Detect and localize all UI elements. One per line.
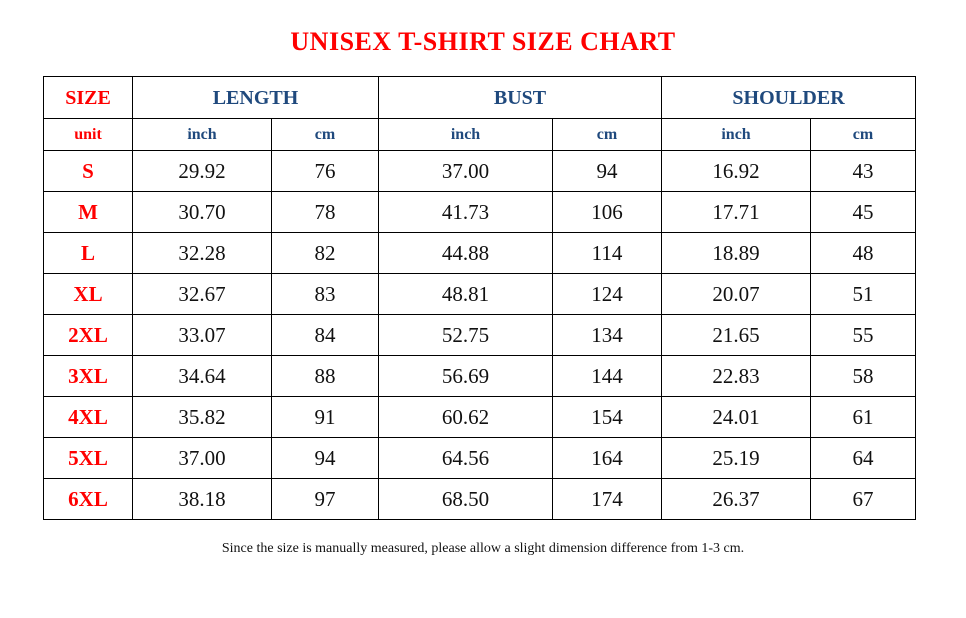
bust-cm-cell: 124 [552,273,663,315]
bust-inch-cell: 60.62 [378,396,554,438]
shoulder-inch-cell: 26.37 [661,478,812,520]
table-row: 3XL 34.64 88 56.69 144 22.83 58 [43,355,917,397]
bust-inch-cell: 64.56 [378,437,554,479]
shoulder-cm-cell: 51 [810,273,917,315]
table-row: 2XL 33.07 84 52.75 134 21.65 55 [43,314,917,356]
size-cell: S [43,150,133,192]
shoulder-inch-cell: 25.19 [661,437,812,479]
bust-inch-cell: 41.73 [378,191,554,233]
chart-title: UNISEX T-SHIRT SIZE CHART [290,27,676,56]
length-cm-cell: 88 [270,355,380,397]
length-inch-cell: 29.92 [132,150,272,192]
table-row: L 32.28 82 44.88 114 18.89 48 [43,232,917,274]
shoulder-cm-cell: 58 [810,355,917,397]
bust-cm-cell: 164 [552,437,663,479]
shoulder-inch-cell: 20.07 [661,273,812,315]
size-cell: 2XL [43,314,133,356]
size-cell: M [43,191,133,233]
shoulder-cm-cell: 64 [810,437,917,479]
bust-inch-cell: 37.00 [378,150,554,192]
length-inch-cell: 30.70 [132,191,272,233]
header-length: LENGTH [131,76,380,119]
length-inch-cell: 35.82 [132,396,272,438]
shoulder-inch-cell: 16.92 [661,150,812,192]
bust-inch-cell: 44.88 [378,232,554,274]
unit-bust-inch: inch [378,118,554,151]
size-cell: XL [43,273,133,315]
shoulder-cm-cell: 55 [810,314,917,356]
measurement-note: Since the size is manually measured, ple… [221,541,745,556]
bust-inch-cell: 68.50 [378,478,554,520]
unit-shoulder-inch: inch [661,118,812,151]
length-cm-cell: 97 [270,478,380,520]
table-row: S 29.92 76 37.00 94 16.92 43 [43,150,917,192]
bust-cm-cell: 94 [552,150,663,192]
shoulder-inch-cell: 17.71 [661,191,812,233]
length-cm-cell: 76 [270,150,380,192]
bust-inch-cell: 56.69 [378,355,554,397]
table-row: 5XL 37.00 94 64.56 164 25.19 64 [43,437,917,479]
size-cell: 5XL [43,437,133,479]
header-bust: BUST [378,76,663,119]
header-size: SIZE [43,76,133,119]
length-inch-cell: 32.67 [132,273,272,315]
shoulder-inch-cell: 24.01 [661,396,812,438]
table-row: M 30.70 78 41.73 106 17.71 45 [43,191,917,233]
length-cm-cell: 94 [270,437,380,479]
bust-cm-cell: 134 [552,314,663,356]
table-row: 4XL 35.82 91 60.62 154 24.01 61 [43,396,917,438]
bust-cm-cell: 114 [552,232,663,274]
size-cell: 4XL [43,396,133,438]
length-inch-cell: 38.18 [132,478,272,520]
bust-cm-cell: 106 [552,191,663,233]
length-inch-cell: 32.28 [132,232,272,274]
table-row: XL 32.67 83 48.81 124 20.07 51 [43,273,917,315]
unit-row: unit inch cm inch cm inch cm [43,118,917,151]
header-shoulder: SHOULDER [661,76,917,119]
length-inch-cell: 34.64 [132,355,272,397]
size-chart-table: SIZE LENGTH BUST SHOULDER unit inch cm i… [43,76,917,520]
header-row: SIZE LENGTH BUST SHOULDER [43,76,917,119]
size-cell: 3XL [43,355,133,397]
size-cell: L [43,232,133,274]
shoulder-cm-cell: 45 [810,191,917,233]
length-cm-cell: 82 [270,232,380,274]
bust-inch-cell: 48.81 [378,273,554,315]
shoulder-cm-cell: 48 [810,232,917,274]
unit-shoulder-cm: cm [810,118,917,151]
shoulder-cm-cell: 67 [810,478,917,520]
size-cell: 6XL [43,478,133,520]
shoulder-inch-cell: 18.89 [661,232,812,274]
length-cm-cell: 83 [270,273,380,315]
length-inch-cell: 33.07 [132,314,272,356]
length-cm-cell: 78 [270,191,380,233]
bust-cm-cell: 144 [552,355,663,397]
unit-length-cm: cm [270,118,380,151]
shoulder-cm-cell: 61 [810,396,917,438]
shoulder-cm-cell: 43 [810,150,917,192]
unit-bust-cm: cm [552,118,663,151]
unit-label: unit [43,118,133,151]
bust-cm-cell: 174 [552,478,663,520]
table-row: 6XL 38.18 97 68.50 174 26.37 67 [43,478,917,520]
length-cm-cell: 91 [270,396,380,438]
length-inch-cell: 37.00 [132,437,272,479]
shoulder-inch-cell: 22.83 [661,355,812,397]
bust-cm-cell: 154 [552,396,663,438]
unit-length-inch: inch [132,118,272,151]
length-cm-cell: 84 [270,314,380,356]
bust-inch-cell: 52.75 [378,314,554,356]
shoulder-inch-cell: 21.65 [661,314,812,356]
